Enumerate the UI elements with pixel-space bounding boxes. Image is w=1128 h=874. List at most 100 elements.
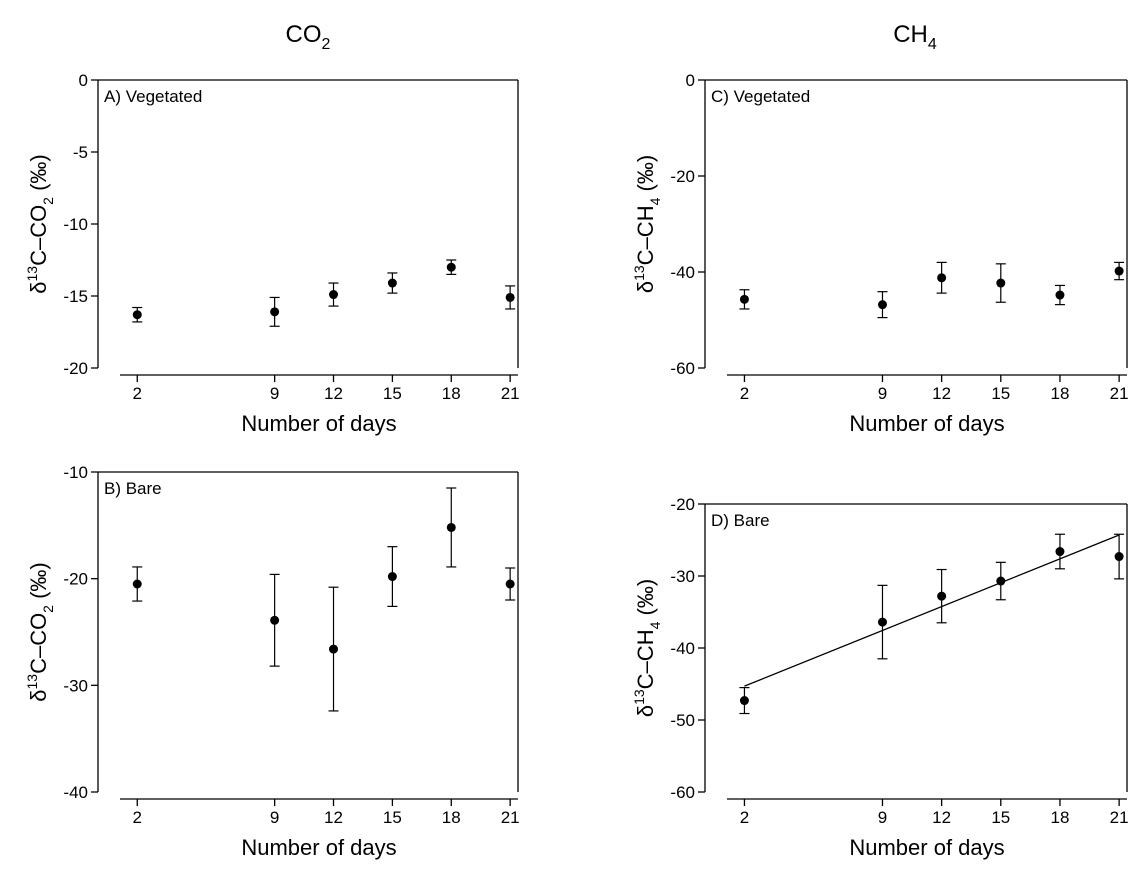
data-point [937,591,947,601]
y-tick-label: 0 [686,71,695,90]
data-point [132,579,142,589]
y-tick-label: -50 [670,711,695,730]
y-tick-label: -15 [63,287,88,306]
data-point [1055,547,1065,557]
y-tick-label: -10 [63,463,88,482]
trend-line [744,534,1120,687]
x-tick-label: 15 [991,808,1010,827]
x-tick-label: 15 [383,808,402,827]
data-point [132,310,142,320]
ylabel-subscript: 2 [40,197,56,205]
data-point [877,617,887,627]
y-tick-label: -40 [63,783,88,802]
y-axis-title: δ13C–CO2 (‰) [24,154,56,294]
title-subscript: 2 [322,36,331,53]
panel-label: B) Bare [104,479,162,498]
column-title: CO2 [286,21,331,53]
data-point [505,292,515,302]
title-text: CH [893,21,928,48]
y-tick-label: -40 [670,639,695,658]
data-point [446,522,456,532]
ylabel-superscript: 13 [631,265,647,281]
x-tick-label: 15 [991,384,1010,403]
y-tick-label: -20 [670,495,695,514]
ylabel-suffix: (‰) [26,562,51,605]
x-axis-title: Number of days [849,835,1004,860]
x-tick-label: 9 [270,808,279,827]
y-tick-label: -30 [670,567,695,586]
y-axis-title: δ13C–CH4 (‰) [631,579,663,717]
x-tick-label: 12 [932,808,951,827]
x-tick-label: 21 [501,808,520,827]
x-tick-label: 21 [501,384,520,403]
x-tick-label: 9 [878,384,887,403]
y-tick-label: -60 [670,783,695,802]
x-tick-label: 9 [270,384,279,403]
y-tick-label: -20 [63,570,88,589]
x-tick-label: 2 [133,384,142,403]
panel-label: D) Bare [711,511,770,530]
ylabel-prefix: δ [633,281,658,293]
ylabel-main: C–CO [26,613,51,674]
ylabel-suffix: (‰) [633,155,658,198]
data-point [877,300,887,310]
data-point [270,615,280,625]
y-tick-label: -60 [670,359,695,378]
x-tick-label: 21 [1110,384,1128,403]
x-axis-title: Number of days [241,411,396,436]
ylabel-superscript: 13 [631,689,647,705]
ylabel-main: C–CH [633,205,658,265]
ylabel-superscript: 13 [24,266,40,282]
data-point [329,290,339,300]
x-axis-title: Number of days [241,835,396,860]
ylabel-prefix: δ [633,705,658,717]
data-point [996,576,1006,586]
y-tick-label: -40 [670,263,695,282]
x-tick-label: 18 [442,384,461,403]
y-axis-title: δ13C–CH4 (‰) [631,155,663,293]
panel-label: A) Vegetated [104,87,202,106]
x-tick-label: 18 [442,808,461,827]
data-point [387,572,397,582]
x-tick-label: 2 [740,384,749,403]
ylabel-main: C–CH [633,629,658,689]
x-tick-label: 2 [740,808,749,827]
data-point [739,696,749,706]
x-tick-label: 12 [324,808,343,827]
data-point [1055,290,1065,300]
x-tick-label: 15 [383,384,402,403]
data-point [329,644,339,654]
ylabel-prefix: δ [26,690,51,702]
data-point [996,278,1006,288]
data-point [446,262,456,272]
ylabel-subscript: 4 [647,197,663,205]
data-point [739,294,749,304]
title-subscript: 4 [928,36,937,53]
data-point [1114,552,1124,562]
x-tick-label: 9 [878,808,887,827]
y-tick-label: 0 [79,71,88,90]
ylabel-subscript: 4 [647,621,663,629]
ylabel-main: C–CO [26,205,51,266]
y-tick-label: -5 [73,143,88,162]
y-tick-label: -30 [63,676,88,695]
x-tick-label: 21 [1110,808,1128,827]
ylabel-subscript: 2 [40,605,56,613]
data-point [387,278,397,288]
column-title: CH4 [893,21,937,53]
x-tick-label: 12 [324,384,343,403]
title-text: CO [286,21,322,48]
ylabel-suffix: (‰) [633,579,658,622]
ylabel-superscript: 13 [24,674,40,690]
data-point [1114,266,1124,276]
x-tick-label: 18 [1050,808,1069,827]
y-axis-title: δ13C–CO2 (‰) [24,562,56,702]
x-axis-title: Number of days [849,411,1004,436]
y-tick-label: -10 [63,215,88,234]
y-tick-label: -20 [63,359,88,378]
ylabel-prefix: δ [26,282,51,294]
y-tick-label: -20 [670,167,695,186]
data-point [937,273,947,283]
data-point [270,307,280,317]
